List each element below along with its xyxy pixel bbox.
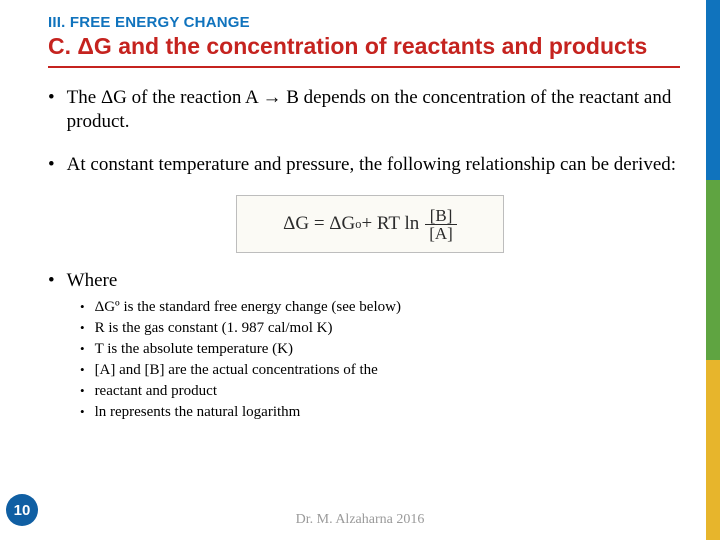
right-stripe-green xyxy=(706,180,720,360)
right-stripe-blue xyxy=(706,0,720,180)
bullet-dot: • xyxy=(80,339,85,360)
formula-numerator: [B] xyxy=(426,207,457,224)
sub-bullet-text: R is the gas constant (1. 987 cal/mol K) xyxy=(95,318,333,339)
section-number: III. FREE ENERGY CHANGE xyxy=(48,14,692,31)
sub-bullets: • ΔGº is the standard free energy change … xyxy=(80,297,692,423)
sub-bullet-item: • ΔGº is the standard free energy change … xyxy=(80,297,692,318)
bullet-dot: • xyxy=(48,269,55,293)
slide-footer: Dr. M. Alzaharna 2016 xyxy=(0,512,720,528)
sub-bullet-item: • T is the absolute temperature (K) xyxy=(80,339,692,360)
sub-bullet-text: ΔGº is the standard free energy change (… xyxy=(95,297,401,318)
formula-lhs: ΔG = ΔG xyxy=(283,213,355,235)
bullet-item: • At constant temperature and pressure, … xyxy=(48,153,692,177)
bullet-dot: • xyxy=(48,153,55,177)
bullet-dot: • xyxy=(80,381,85,402)
sub-bullet-item: • ln represents the natural logarithm xyxy=(80,402,692,423)
bullet-text: At constant temperature and pressure, th… xyxy=(67,153,676,177)
sub-bullet-item: • R is the gas constant (1. 987 cal/mol K… xyxy=(80,318,692,339)
formula-fraction: [B] [A] xyxy=(425,207,457,242)
sub-bullet-text: reactant and product xyxy=(95,381,217,402)
bullet-item: • Where xyxy=(48,269,692,293)
slide-content: III. FREE ENERGY CHANGE C. ΔG and the co… xyxy=(48,14,692,423)
sub-bullet-item: • [A] and [B] are the actual concentratio… xyxy=(80,360,692,381)
formula-mid: + RT ln xyxy=(361,213,419,235)
bullet-text: Where xyxy=(67,269,118,293)
bullet-dot: • xyxy=(48,86,55,135)
bullet-item: • The ΔG of the reaction A → B depends o… xyxy=(48,86,692,135)
sub-bullet-text: ln represents the natural logarithm xyxy=(95,402,301,423)
sub-bullet-text: [A] and [B] are the actual concentration… xyxy=(95,360,378,381)
sub-bullet-item: • reactant and product xyxy=(80,381,692,402)
formula-box: ΔG = ΔGo + RT ln [B] [A] xyxy=(236,195,504,253)
formula-denominator: [A] xyxy=(425,225,457,242)
sub-bullet-text: T is the absolute temperature (K) xyxy=(95,339,293,360)
bullet-text: The ΔG of the reaction A → B depends on … xyxy=(67,86,692,135)
slide-heading: C. ΔG and the concentration of reactants… xyxy=(48,33,680,68)
bullet-dot: • xyxy=(80,297,85,318)
bullet-dot: • xyxy=(80,402,85,423)
bullet-dot: • xyxy=(80,318,85,339)
main-bullets: • The ΔG of the reaction A → B depends o… xyxy=(48,86,692,423)
bullet-dot: • xyxy=(80,360,85,381)
